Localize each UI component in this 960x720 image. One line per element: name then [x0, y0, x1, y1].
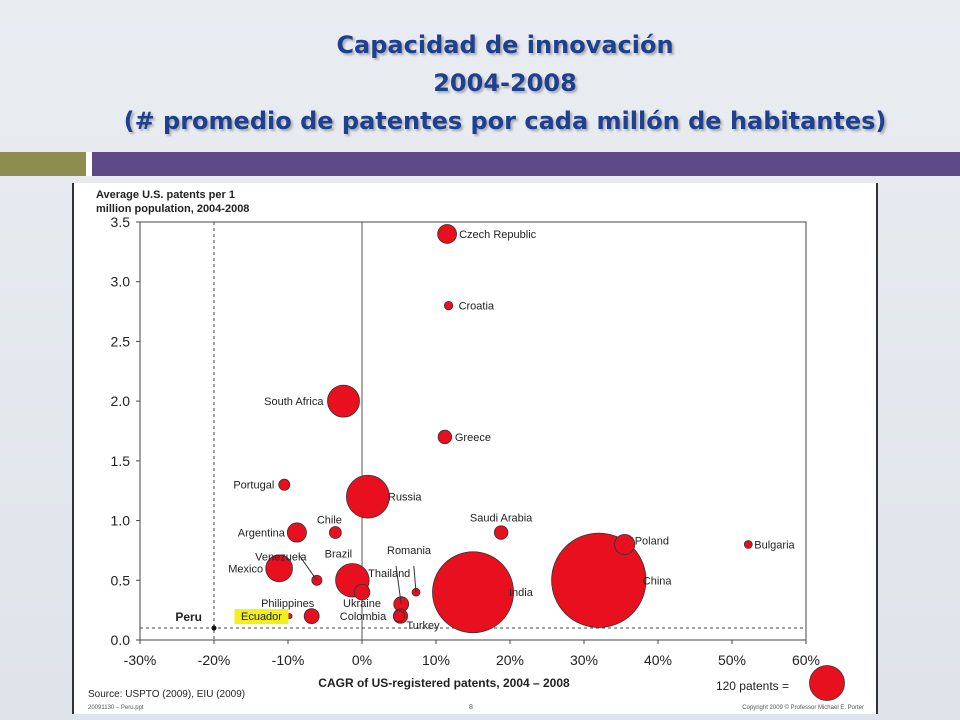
- plot-frame: [139, 221, 807, 641]
- ecuador-highlight: [234, 609, 289, 625]
- x-tick-label: -20%: [198, 652, 231, 668]
- y-tick-label: 1.5: [111, 453, 131, 469]
- title-line-1: Capacidad de innovación: [336, 31, 674, 59]
- title-bar-purple: [92, 152, 960, 176]
- data-label-russia: Russia: [388, 492, 423, 504]
- data-point-peru: [211, 625, 217, 631]
- data-point-russia: [346, 474, 390, 519]
- x-axis-label: CAGR of US-registered patents, 2004 – 20…: [318, 676, 570, 690]
- x-tick-label: 60%: [792, 652, 820, 668]
- data-label-croatia: Croatia: [459, 301, 495, 313]
- data-label-portugal: Portugal: [233, 480, 274, 492]
- data-label-colombia: Colombia: [340, 611, 387, 623]
- venezuela-leader-line: [298, 554, 318, 581]
- y-tick-label: 3.0: [111, 274, 131, 290]
- data-point-mexico: [265, 554, 293, 583]
- y-axis-label-line-1: Average U.S. patents per 1: [96, 189, 235, 201]
- data-label-turkey: Turkey: [406, 620, 440, 632]
- data-label-thailand: Thailand: [368, 568, 410, 580]
- x-tick-label: -30%: [124, 652, 157, 668]
- title-bar-divider: [86, 152, 92, 176]
- title-line-3: (# promedio de patentes por cada millón …: [123, 107, 887, 135]
- title-line-2: 2004-2008: [433, 69, 577, 97]
- data-point-china: [551, 532, 647, 628]
- data-point-argentina: [286, 522, 307, 543]
- data-point-poland: [614, 533, 636, 555]
- data-point-ukraine: [353, 583, 371, 601]
- y-tick-label: 0.0: [111, 632, 131, 648]
- y-axis-label-line-2: million population, 2004-2008: [96, 203, 249, 215]
- thailand-leader-line: [395, 565, 402, 605]
- x-tick-label: 10%: [422, 652, 450, 668]
- footer-page-number: 8: [469, 704, 473, 711]
- bubble-chart: Average U.S. patents per 1 million popula…: [88, 189, 864, 711]
- data-label-india: India: [509, 587, 534, 599]
- y-tick-label: 0.5: [111, 572, 131, 588]
- data-label-mexico: Mexico: [228, 563, 263, 575]
- data-point-portugal: [278, 478, 291, 491]
- data-label-poland: Poland: [635, 535, 669, 547]
- data-point-greece: [437, 429, 453, 445]
- data-label-china: China: [643, 575, 673, 587]
- romania-leader-line: [413, 565, 417, 593]
- data-label-chile: Chile: [317, 515, 342, 527]
- data-point-saudi-arabia: [493, 525, 509, 540]
- chart-source: Source: USPTO (2009), EIU (2009): [88, 689, 245, 700]
- data-label-argentina: Argentina: [238, 528, 286, 540]
- size-legend-label: 120 patents =: [716, 679, 789, 693]
- data-label-ukraine: Ukraine: [343, 598, 381, 610]
- data-point-colombia: [393, 610, 405, 623]
- data-point-czech-republic: [437, 224, 457, 244]
- data-point-india: [432, 551, 514, 634]
- data-label-venezuela: Venezuela: [255, 551, 307, 563]
- data-point-croatia: [443, 300, 454, 311]
- chart-card: Average U.S. patents per 1 million popula…: [72, 183, 878, 714]
- data-label-brazil: Brazil: [325, 548, 353, 560]
- x-tick-label: 40%: [644, 652, 672, 668]
- x-tick-label: 50%: [718, 652, 746, 668]
- data-label-saudi-arabia: Saudi Arabia: [470, 513, 533, 525]
- data-point-chile: [328, 526, 342, 539]
- x-tick-label: 0%: [352, 652, 372, 668]
- y-tick-label: 1.0: [111, 513, 131, 529]
- footer-copyright: Copyright 2009 © Professor Michael E. Po…: [742, 704, 864, 711]
- data-label-philippines: Philippines: [261, 598, 315, 610]
- slide-title: Capacidad de innovación 2004-2008 (# pro…: [0, 26, 960, 140]
- data-point-philippines: [303, 608, 320, 625]
- data-label-peru: Peru: [175, 610, 202, 624]
- size-legend-bubble: [809, 665, 845, 701]
- data-label-south-africa: South Africa: [264, 396, 324, 408]
- data-label-greece: Greece: [455, 432, 491, 444]
- y-tick-label: 3.5: [111, 214, 131, 230]
- data-label-czech-republic: Czech Republic: [459, 229, 537, 241]
- data-point-south-africa: [327, 384, 360, 418]
- x-tick-label: -10%: [272, 652, 305, 668]
- x-tick-label: 30%: [570, 652, 598, 668]
- y-tick-label: 2.0: [111, 393, 131, 409]
- data-label-romania: Romania: [387, 545, 432, 557]
- x-tick-label: 20%: [496, 652, 524, 668]
- data-label-bulgaria: Bulgaria: [754, 539, 795, 551]
- data-point-bulgaria: [743, 540, 753, 549]
- data-label-ecuador: Ecuador: [241, 611, 282, 623]
- y-tick-label: 2.5: [111, 333, 131, 349]
- footer-file: 20091130 – Peru.ppt: [88, 705, 144, 711]
- title-bar-olive: [0, 152, 86, 176]
